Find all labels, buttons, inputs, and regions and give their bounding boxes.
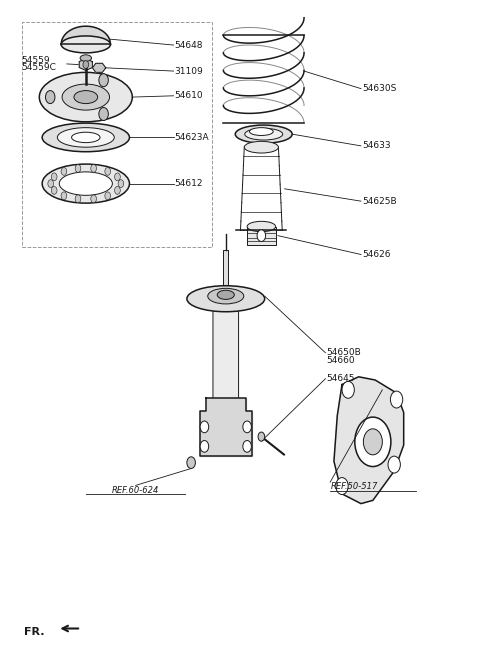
Ellipse shape (62, 84, 109, 110)
Circle shape (187, 457, 195, 468)
Circle shape (200, 441, 209, 452)
Circle shape (118, 180, 124, 188)
Ellipse shape (39, 72, 132, 122)
Text: 54623A: 54623A (175, 133, 209, 142)
Ellipse shape (187, 286, 264, 312)
Text: 54559C: 54559C (22, 63, 57, 72)
Circle shape (48, 180, 54, 188)
Circle shape (61, 167, 67, 175)
Circle shape (99, 108, 108, 121)
Circle shape (257, 230, 265, 241)
Ellipse shape (61, 36, 110, 53)
Text: FR.: FR. (24, 626, 45, 637)
Text: 54633: 54633 (362, 142, 391, 150)
Circle shape (115, 173, 120, 181)
Circle shape (91, 165, 96, 173)
Text: 54625B: 54625B (362, 197, 396, 206)
Circle shape (75, 195, 81, 203)
Ellipse shape (72, 133, 100, 142)
Ellipse shape (59, 172, 112, 195)
FancyBboxPatch shape (213, 310, 239, 405)
Circle shape (243, 441, 252, 452)
Text: 54612: 54612 (175, 179, 203, 188)
Text: 54660: 54660 (326, 356, 355, 365)
Text: 54650B: 54650B (326, 348, 361, 358)
Circle shape (51, 186, 57, 194)
Ellipse shape (235, 125, 292, 143)
Circle shape (115, 186, 120, 194)
Text: 54645: 54645 (326, 374, 355, 383)
Circle shape (61, 192, 67, 199)
Polygon shape (79, 59, 92, 70)
Circle shape (46, 91, 55, 104)
Text: REF.50-517: REF.50-517 (331, 482, 378, 491)
Text: 54559: 54559 (22, 56, 50, 64)
Ellipse shape (244, 141, 278, 153)
Ellipse shape (80, 55, 92, 61)
Ellipse shape (250, 128, 273, 136)
Circle shape (258, 432, 264, 441)
Circle shape (83, 60, 89, 68)
Circle shape (75, 165, 81, 173)
Ellipse shape (42, 123, 130, 152)
Polygon shape (200, 398, 252, 456)
Circle shape (342, 381, 354, 398)
Circle shape (363, 429, 383, 455)
Ellipse shape (217, 290, 234, 299)
Circle shape (105, 167, 110, 175)
Text: REF.60-624: REF.60-624 (112, 486, 159, 495)
Circle shape (51, 173, 57, 181)
Ellipse shape (74, 91, 97, 104)
Bar (223, 250, 228, 292)
Ellipse shape (42, 164, 130, 203)
Circle shape (243, 421, 252, 433)
Ellipse shape (247, 221, 276, 232)
Circle shape (105, 192, 110, 199)
Text: 54630S: 54630S (362, 84, 396, 93)
Text: 54648: 54648 (175, 41, 203, 50)
Circle shape (390, 391, 403, 408)
Text: 54610: 54610 (175, 91, 203, 100)
Circle shape (355, 417, 391, 466)
Polygon shape (93, 64, 106, 72)
Text: 31109: 31109 (175, 66, 203, 75)
Circle shape (200, 421, 209, 433)
Polygon shape (334, 377, 404, 504)
Text: 54626: 54626 (362, 250, 390, 259)
Ellipse shape (208, 289, 244, 304)
Circle shape (91, 195, 96, 203)
Ellipse shape (245, 129, 283, 140)
Circle shape (99, 73, 108, 87)
Circle shape (388, 456, 400, 473)
Ellipse shape (57, 128, 114, 147)
Circle shape (336, 478, 348, 495)
Bar (247, 226, 276, 245)
